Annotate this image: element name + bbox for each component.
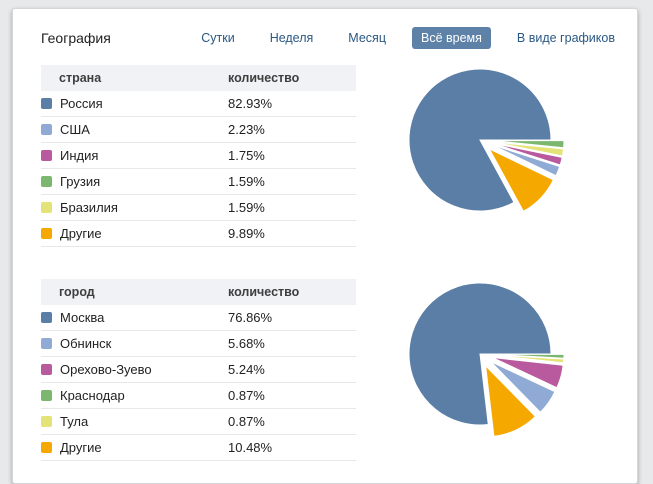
city-table: город количество Москва 76.86% Обнинск 5.68…	[41, 279, 356, 461]
row-value: 82.93%	[228, 91, 356, 117]
country-section: страна количество Россия 82.93% США 2.23% Ин…	[13, 65, 637, 247]
tab-week[interactable]: Неделя	[269, 31, 314, 45]
legend-swatch	[41, 228, 52, 239]
pie-slice	[408, 68, 552, 212]
pie-slice	[408, 282, 552, 426]
pie-slice	[484, 364, 537, 437]
table-row: Бразилия 1.59%	[41, 194, 356, 221]
pie-slice	[492, 357, 564, 389]
row-label: США	[60, 122, 90, 137]
row-value: 9.89%	[228, 220, 356, 247]
row-value: 76.86%	[228, 305, 356, 331]
pie-slice	[490, 361, 556, 413]
row-label: Краснодар	[60, 388, 125, 403]
city-section: город количество Москва 76.86% Обнинск 5.68…	[13, 279, 637, 461]
row-value: 0.87%	[228, 382, 356, 409]
pie-slice	[488, 147, 555, 212]
row-value: 5.68%	[228, 330, 356, 357]
city-quantity-header: количество	[228, 279, 356, 305]
pie-slice	[492, 353, 565, 359]
row-value: 10.48%	[228, 434, 356, 461]
row-label: Орехово-Зуево	[60, 362, 152, 377]
table-row: Грузия 1.59%	[41, 168, 356, 195]
row-value: 0.87%	[228, 408, 356, 435]
legend-swatch	[41, 202, 52, 213]
tab-month[interactable]: Месяц	[348, 31, 386, 45]
row-label: Другие	[60, 226, 102, 241]
row-label: Обнинск	[60, 336, 112, 351]
legend-swatch	[41, 150, 52, 161]
legend-swatch	[41, 98, 52, 109]
country-rows: Россия 82.93% США 2.23% Индия 1.75% Грузия 1.59…	[41, 91, 356, 247]
row-label: Другие	[60, 440, 102, 455]
legend-swatch	[41, 442, 52, 453]
city-table-header-row: город количество	[41, 279, 356, 305]
row-label: Россия	[60, 96, 103, 111]
country-pie-chart	[408, 68, 565, 212]
row-value: 1.75%	[228, 142, 356, 169]
row-value: 2.23%	[228, 116, 356, 143]
city-pie-chart	[408, 282, 565, 437]
page-title: География	[41, 30, 111, 46]
legend-swatch	[41, 364, 52, 375]
table-row: США 2.23%	[41, 116, 356, 143]
period-tabs: Сутки Неделя Месяц Всё время В виде граф…	[192, 27, 624, 49]
country-column-header: страна	[41, 65, 228, 91]
pie-slice	[492, 140, 565, 149]
city-column-header: город	[41, 279, 228, 305]
row-value: 1.59%	[228, 168, 356, 195]
row-value: 5.24%	[228, 356, 356, 383]
graph-view-link[interactable]: В виде графиков	[516, 31, 615, 45]
country-quantity-header: количество	[228, 65, 356, 91]
row-label: Грузия	[60, 174, 101, 189]
row-label: Индия	[60, 148, 99, 163]
tab-day[interactable]: Сутки	[201, 31, 235, 45]
country-table-header-row: страна количество	[41, 65, 356, 91]
legend-swatch	[41, 390, 52, 401]
tab-all-time[interactable]: Всё время	[411, 27, 491, 49]
legend-swatch	[41, 124, 52, 135]
legend-swatch	[41, 416, 52, 427]
row-label: Бразилия	[60, 200, 118, 215]
table-row: Россия 82.93%	[41, 91, 356, 117]
country-table: страна количество Россия 82.93% США 2.23% Ин…	[41, 65, 356, 247]
legend-swatch	[41, 312, 52, 323]
panel-header: География Сутки Неделя Месяц Всё время В…	[13, 9, 637, 65]
legend-swatch	[41, 338, 52, 349]
table-row: Обнинск 5.68%	[41, 330, 356, 357]
pie-slice	[492, 354, 565, 364]
table-row: Другие 9.89%	[41, 220, 356, 247]
row-label: Москва	[60, 310, 105, 325]
city-rows: Москва 76.86% Обнинск 5.68% Орехово-Зуево 5.2…	[41, 305, 356, 461]
table-row: Москва 76.86%	[41, 305, 356, 331]
table-row: Индия 1.75%	[41, 142, 356, 169]
row-value: 1.59%	[228, 194, 356, 221]
legend-swatch	[41, 176, 52, 187]
geography-panel: География Сутки Неделя Месяц Всё время В…	[12, 8, 638, 484]
table-row: Другие 10.48%	[41, 434, 356, 461]
pie-slice	[492, 141, 565, 157]
table-row: Краснодар 0.87%	[41, 382, 356, 409]
pie-slice	[492, 142, 563, 166]
table-row: Орехово-Зуево 5.24%	[41, 356, 356, 383]
row-label: Тула	[60, 414, 89, 429]
pie-slice	[491, 144, 561, 177]
table-row: Тула 0.87%	[41, 408, 356, 435]
